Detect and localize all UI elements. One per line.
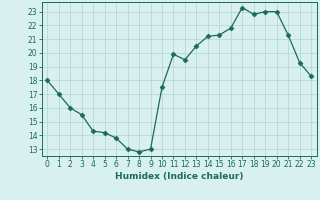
X-axis label: Humidex (Indice chaleur): Humidex (Indice chaleur) bbox=[115, 172, 244, 181]
